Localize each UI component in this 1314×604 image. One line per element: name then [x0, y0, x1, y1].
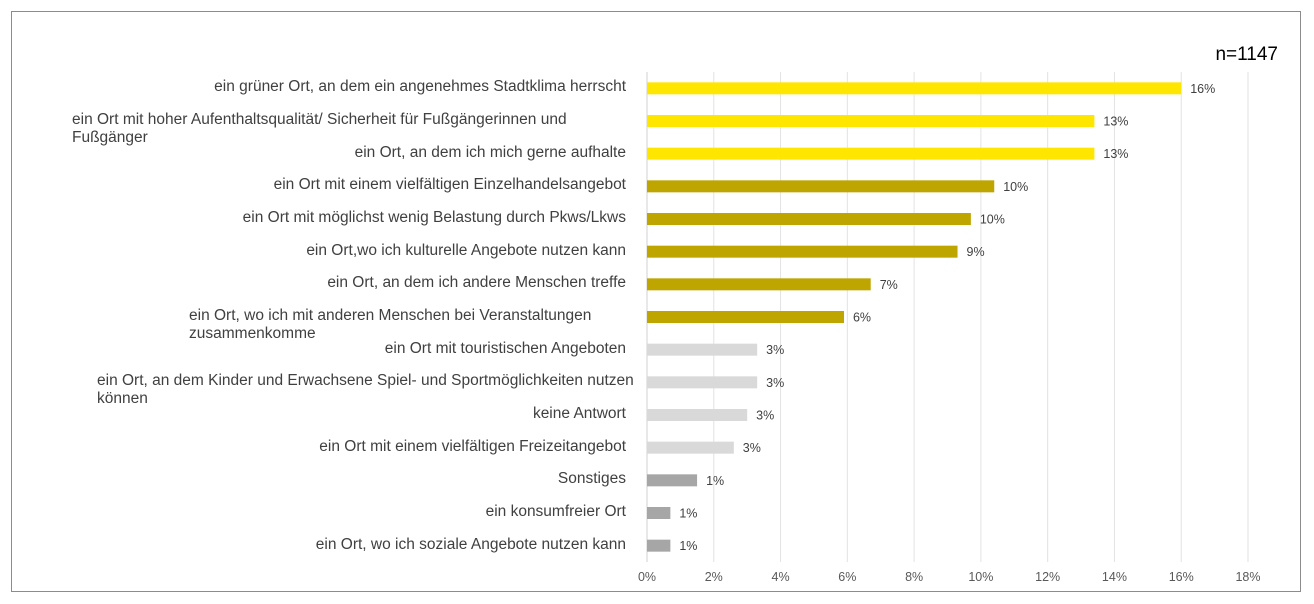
x-tick-label: 2%	[705, 570, 723, 584]
category-label: ein Ort mit möglichst wenig Belastung du…	[242, 209, 626, 226]
data-label: 13%	[1103, 115, 1128, 129]
bar	[647, 441, 734, 454]
category-label: ein Ort, wo ich soziale Angebote nutzen …	[315, 535, 626, 553]
bar	[647, 311, 844, 323]
category-label: ein Ort mit einem vielfältigen Freizeita…	[319, 437, 626, 455]
data-label: 9%	[967, 245, 985, 259]
category-label: ein Ort mit einem vielfältigen Einzelhan…	[273, 176, 626, 194]
category-label: ein Ort,wo ich kulturelle Angebote nutze…	[306, 241, 626, 259]
bar	[647, 213, 971, 225]
chart-frame	[11, 11, 1301, 592]
data-label: 3%	[743, 441, 761, 455]
category-label: ein konsumfreier Ort	[485, 503, 626, 520]
bar	[647, 115, 1095, 127]
category-label: Sonstiges	[557, 470, 626, 488]
x-tick-label: 12%	[1035, 570, 1060, 584]
bar	[647, 409, 748, 421]
category-label: ein Ort mit hoher Aufenthaltsqualität/ S…	[72, 111, 567, 146]
bar	[647, 180, 995, 193]
x-tick-label: 10%	[968, 570, 993, 584]
bar	[647, 245, 958, 258]
data-label: 3%	[766, 343, 784, 357]
data-label: 3%	[756, 409, 774, 423]
data-label: 1%	[679, 507, 697, 521]
data-label: 1%	[706, 474, 724, 488]
data-label: 16%	[1190, 82, 1215, 96]
sample-size-annotation: n=1147	[1215, 44, 1278, 65]
bar	[647, 147, 1095, 160]
data-label: 13%	[1103, 147, 1128, 161]
data-label: 7%	[880, 278, 898, 292]
bar	[647, 376, 758, 389]
bar	[647, 507, 671, 519]
bar	[647, 82, 1182, 95]
x-tick-label: 4%	[772, 570, 790, 584]
data-label: 10%	[1003, 180, 1028, 194]
x-tick-label: 6%	[838, 570, 856, 584]
x-tick-label: 18%	[1235, 570, 1260, 584]
category-label: ein Ort mit touristischen Angeboten	[384, 339, 626, 357]
bar	[647, 474, 698, 487]
category-label: ein Ort, an dem Kinder und Erwachsene Sp…	[97, 372, 634, 408]
data-label: 10%	[980, 213, 1005, 227]
category-label: ein Ort, an dem ich mich gerne aufhalte	[354, 143, 626, 161]
category-label: ein Ort, an dem ich andere Menschen tref…	[327, 274, 626, 292]
bar	[647, 278, 871, 291]
data-label: 1%	[679, 539, 697, 553]
category-label: ein grüner Ort, an dem ein angenehmes St…	[214, 78, 626, 96]
bar	[647, 343, 758, 356]
x-tick-label: 0%	[638, 570, 656, 584]
x-tick-label: 16%	[1169, 570, 1194, 584]
x-tick-label: 8%	[905, 570, 923, 584]
data-label: 3%	[766, 376, 784, 390]
x-tick-label: 14%	[1102, 570, 1127, 584]
category-label: ein Ort, wo ich mit anderen Menschen bei…	[189, 307, 592, 342]
data-label: 6%	[853, 311, 871, 325]
category-label: keine Antwort	[532, 405, 626, 422]
bar	[647, 539, 671, 552]
